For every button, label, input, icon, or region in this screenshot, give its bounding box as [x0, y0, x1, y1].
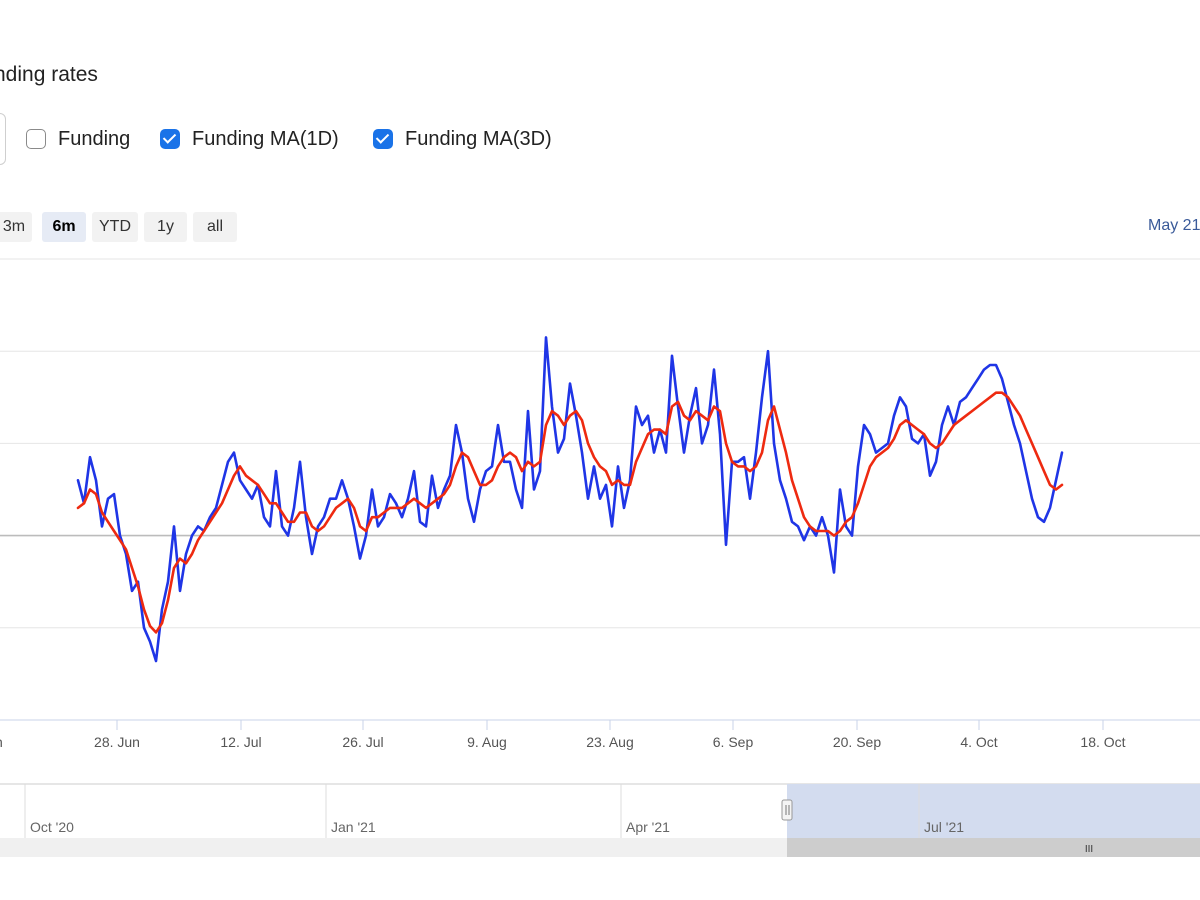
x-tick-label: 6. Sep — [713, 734, 754, 750]
funding-ma3d-checkbox[interactable] — [373, 129, 393, 149]
x-tick-label: 20. Sep — [833, 734, 881, 750]
x-tick-label: 4. Oct — [960, 734, 997, 750]
toggle-funding[interactable]: Funding — [26, 125, 130, 153]
navigator-label: Jul '21 — [924, 819, 964, 835]
navigator-label: Apr '21 — [626, 819, 670, 835]
range-1y-button[interactable]: 1y — [144, 212, 187, 242]
range-6m-button[interactable]: 6m — [42, 212, 86, 242]
x-tick-label: 12. Jul — [220, 734, 261, 750]
chart-title: nding rates — [0, 63, 98, 86]
range-all-button[interactable]: all — [193, 212, 237, 242]
x-tick-label: 9. Aug — [467, 734, 507, 750]
x-tick-label: 18. Oct — [1080, 734, 1125, 750]
x-tick-label: 28. Jun — [94, 734, 140, 750]
scrollbar-grip-icon: III — [1085, 844, 1093, 855]
funding-checkbox[interactable] — [26, 129, 46, 149]
navigator-label: Oct '20 — [30, 819, 74, 835]
x-tick-label: 23. Aug — [586, 734, 634, 750]
navigator-left-handle[interactable] — [781, 799, 793, 821]
toggle-funding-label: Funding — [58, 127, 131, 150]
navigator-selected-range[interactable] — [787, 784, 1200, 838]
range-ytd-button[interactable]: YTD — [92, 212, 138, 242]
series-funding-ma3d — [76, 391, 1064, 634]
navigator-scrollbar-thumb[interactable] — [787, 838, 1200, 857]
funding-ma1d-checkbox[interactable] — [160, 129, 180, 149]
x-tick-label: 26. Jul — [342, 734, 383, 750]
x-tick-label: un — [0, 734, 3, 750]
toggle-funding-ma1d[interactable]: Funding MA(1D) — [160, 125, 339, 153]
navigator-label: Jan '21 — [331, 819, 376, 835]
toggle-funding-ma3d[interactable]: Funding MA(3D) — [373, 125, 552, 153]
range-3m-button[interactable]: 3m — [0, 212, 32, 242]
toggle-funding-ma1d-label: Funding MA(1D) — [192, 127, 339, 150]
series-funding-ma1d — [76, 336, 1064, 663]
date-range-display[interactable]: May 21 — [1148, 217, 1200, 234]
toggle-funding-ma3d-label: Funding MA(3D) — [405, 127, 552, 150]
